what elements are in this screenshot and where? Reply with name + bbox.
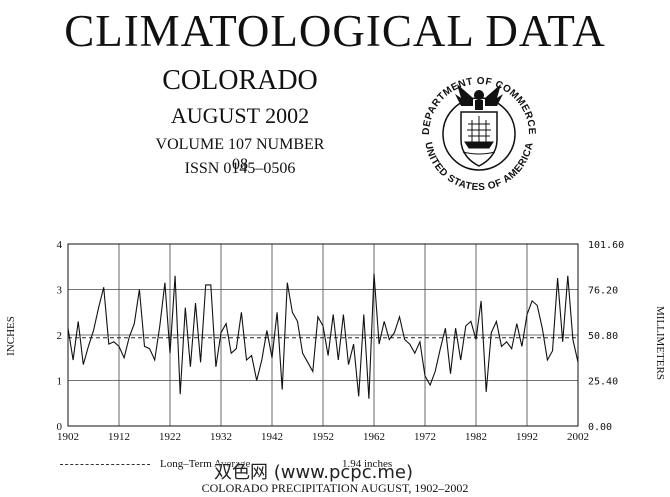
- precipitation-series-line: [67, 273, 579, 399]
- watermark: 双色网 (www.pcpc.me): [214, 462, 413, 483]
- y-tick-label-left: 0: [57, 421, 63, 433]
- x-tick-label: 1962: [363, 431, 385, 443]
- ship-icon: [464, 116, 494, 149]
- y-tick-label-left: 4: [57, 239, 63, 251]
- x-tick-label: 1902: [57, 431, 79, 443]
- state-name: COLORADO: [162, 65, 318, 96]
- y-tick-label-right: 76.20: [588, 286, 618, 297]
- x-tick-label: 1942: [261, 431, 283, 443]
- issue-month: AUGUST 2002: [170, 103, 310, 128]
- document-title: CLIMATOLOGICAL DATA: [64, 6, 606, 56]
- x-tick-label: 1952: [312, 431, 334, 443]
- y-tick-label-right: 25.40: [588, 377, 618, 388]
- eagle-icon: [455, 84, 503, 110]
- y-tick-label-right: 50.80: [588, 331, 618, 342]
- x-tick-label: 2002: [567, 431, 589, 443]
- volume-number: VOLUME 107 NUMBER 08: [155, 136, 325, 173]
- y-tick-label-right: 101.60: [588, 240, 624, 251]
- y-tick-label-left: 1: [57, 376, 63, 388]
- legend-label: Long–Term Average: [160, 458, 251, 470]
- x-tick-label: 1922: [159, 431, 181, 443]
- x-tick-label: 1912: [108, 431, 130, 443]
- y-tick-label-left: 3: [57, 285, 63, 297]
- legend-dashed-line: [60, 464, 150, 465]
- x-tick-label: 1992: [516, 431, 538, 443]
- x-tick-label: 1972: [414, 431, 436, 443]
- x-tick-label: 1932: [210, 431, 232, 443]
- plot-frame: [67, 243, 579, 427]
- x-tick-label: 1982: [465, 431, 487, 443]
- y-tick-label-left: 2: [57, 330, 63, 342]
- department-of-commerce-seal: DEPARTMENT OF COMMERCE UNITED STATES OF …: [421, 76, 537, 193]
- issn-number: ISSN 0145–0506: [184, 160, 296, 177]
- precipitation-chart: 0 0.00 1 25.40 2 50.80 3 76.20 4 101.60 1902 1912 19…: [57, 239, 625, 443]
- chart-title: COLORADO PRECIPITATION AUGUST, 1902–2002: [201, 481, 469, 495]
- legend-value: 1.94 inches: [342, 458, 393, 470]
- y-tick-label-right: 0.00: [588, 422, 612, 433]
